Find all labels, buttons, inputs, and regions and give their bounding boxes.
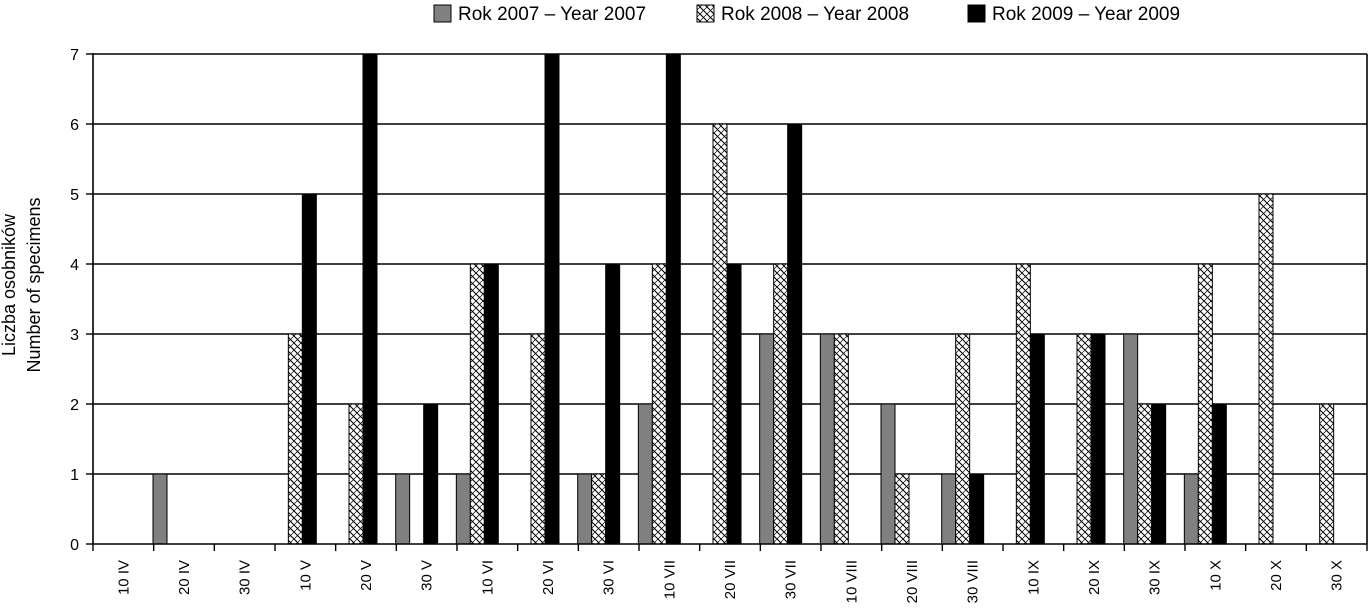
- legend: Rok 2007 – Year 2007 Rok 2008 – Year 2008…: [433, 4, 1180, 25]
- bar-2-3: [287, 333, 303, 545]
- bar-1-8: [577, 473, 593, 545]
- bar-3-14: [969, 473, 985, 545]
- bar-3-10: [726, 263, 742, 545]
- bar-1-5: [395, 473, 411, 545]
- x-tick-label-16: 20 IX: [1086, 560, 1103, 595]
- bar-2-9: [651, 263, 667, 545]
- legend-swatch-2: [696, 4, 715, 23]
- bar-3-18: [1211, 403, 1227, 545]
- y-tick-label-3: 3: [70, 327, 79, 344]
- bar-1-18: [1183, 473, 1199, 545]
- x-tick-label-15: 10 IX: [1025, 560, 1042, 595]
- x-tick-label-12: 10 VIII: [843, 560, 860, 603]
- bar-2-6: [469, 263, 485, 545]
- x-tick-label-6: 10 VI: [479, 560, 496, 595]
- x-tick-label-4: 20 V: [358, 560, 375, 591]
- y-tick-label-1: 1: [70, 467, 79, 484]
- legend-label-2: Rok 2008 – Year 2008: [721, 4, 909, 25]
- bar-1-17: [1123, 333, 1139, 545]
- x-tick-label-13: 20 VIII: [904, 560, 921, 603]
- bar-3-8: [605, 263, 621, 545]
- y-tick-label-6: 6: [70, 117, 79, 134]
- x-tick-label-20: 30 X: [1329, 560, 1346, 591]
- x-tick-labels: 10 IV 20 IV 30 IV 10 V 20 V 30 V 10 VI 20 VI 30 …: [115, 560, 1345, 603]
- bar-3-17: [1151, 403, 1167, 545]
- bar-2-10: [712, 123, 728, 545]
- bar-2-14: [955, 333, 971, 545]
- y-axis-label: Liczba osobników Number of specimens: [0, 197, 44, 372]
- bar-2-8: [591, 473, 607, 545]
- y-axis-label-line-2: Number of specimens: [24, 197, 44, 372]
- x-tick-label-11: 30 VII: [783, 560, 800, 599]
- bar-1-13: [880, 403, 896, 545]
- legend-swatch-3: [967, 4, 986, 23]
- y-axis-label-line-1: Liczba osobników: [0, 213, 19, 356]
- legend-label-1: Rok 2007 – Year 2007: [458, 4, 646, 25]
- x-tick-label-1: 20 IV: [176, 560, 193, 595]
- x-tick-label-10: 20 VII: [722, 560, 739, 599]
- bar-3-5: [423, 403, 439, 545]
- bar-3-6: [483, 263, 499, 545]
- legend-swatch-1: [433, 4, 452, 23]
- x-tick-label-8: 30 VI: [601, 560, 618, 595]
- x-tick-label-14: 30 VIII: [965, 560, 982, 603]
- legend-label-3: Rok 2009 – Year 2009: [992, 4, 1180, 25]
- axes: [86, 53, 1368, 551]
- x-tick-label-9: 10 VII: [661, 560, 678, 599]
- bar-1-1: [152, 473, 168, 545]
- bar-3-7: [544, 53, 560, 545]
- bar-1-6: [455, 473, 471, 545]
- y-tick-label-4: 4: [70, 257, 79, 274]
- bar-1-11: [759, 333, 775, 545]
- x-tick-label-0: 10 IV: [115, 560, 132, 595]
- x-tick-label-5: 30 V: [419, 560, 436, 591]
- bar-1-14: [941, 473, 957, 545]
- bar-2-13: [894, 473, 910, 545]
- bar-3-11: [787, 123, 803, 545]
- bar-2-11: [773, 263, 789, 545]
- x-tick-label-19: 20 X: [1268, 560, 1285, 591]
- bar-3-9: [665, 53, 681, 545]
- bar-1-9: [637, 403, 653, 545]
- bar-2-12: [833, 333, 849, 545]
- bar-2-19: [1258, 193, 1274, 545]
- bar-2-16: [1076, 333, 1092, 545]
- bar-2-20: [1319, 403, 1335, 545]
- bar-2-7: [530, 333, 546, 545]
- x-tick-label-17: 30 IX: [1147, 560, 1164, 595]
- x-tick-label-3: 10 V: [297, 560, 314, 591]
- y-tick-label-7: 7: [70, 47, 79, 64]
- x-tick-label-2: 30 IV: [237, 560, 254, 595]
- x-tick-label-18: 10 X: [1207, 560, 1224, 591]
- bar-3-3: [301, 193, 317, 545]
- bar-2-17: [1137, 403, 1153, 545]
- bars: [152, 53, 1335, 545]
- bar-1-12: [819, 333, 835, 545]
- bar-2-4: [348, 403, 364, 545]
- bar-3-15: [1029, 333, 1045, 545]
- bar-2-15: [1015, 263, 1031, 545]
- y-tick-label-2: 2: [70, 397, 79, 414]
- y-tick-label-0: 0: [70, 537, 79, 554]
- y-tick-label-5: 5: [70, 187, 79, 204]
- bar-3-4: [362, 53, 378, 545]
- y-tick-labels: 0 1 2 3 4 5 6 7: [70, 47, 79, 554]
- bar-2-18: [1197, 263, 1213, 545]
- bar-3-16: [1090, 333, 1106, 545]
- x-tick-label-7: 20 VI: [540, 560, 557, 595]
